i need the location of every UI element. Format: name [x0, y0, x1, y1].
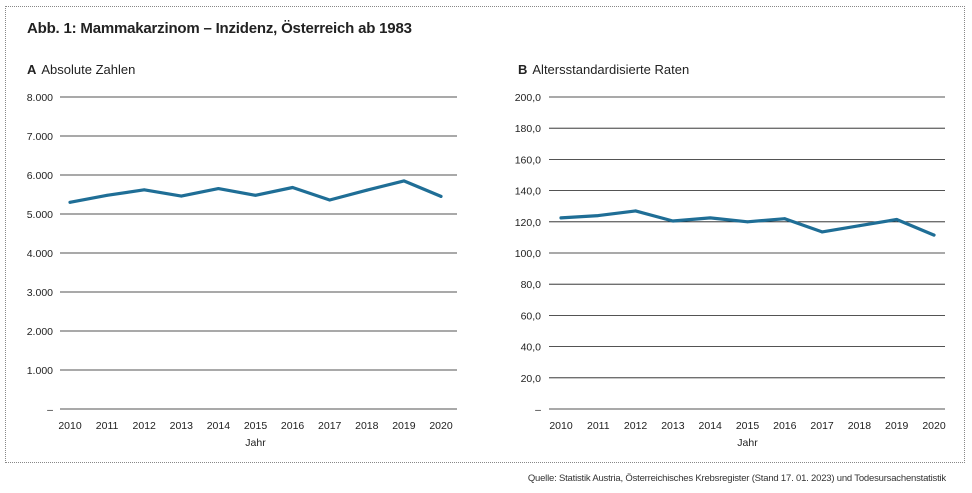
chart-a-xtick-label: 2014	[207, 420, 231, 432]
chart-a-data-point	[328, 198, 332, 202]
chart-a-ytick-label: 5.000	[27, 209, 53, 221]
chart-a-data-point	[105, 193, 109, 197]
chart-a-data-point	[254, 193, 257, 197]
chart-b-ytick-label: 180,0	[515, 123, 541, 135]
panel-a-label: Absolute Zahlen	[41, 62, 136, 77]
chart-a-xtick-label: 2015	[244, 420, 268, 432]
chart-a-data-point	[291, 186, 294, 189]
chart-b-ytick-label: 40,0	[521, 342, 542, 354]
panel-b-label: Altersstandardisierte Raten	[532, 62, 690, 77]
chart-b-ytick-label: 160,0	[515, 154, 541, 166]
chart-b-data-point	[746, 220, 749, 224]
chart-b-xtick-label: 2011	[587, 420, 610, 432]
source-note: Quelle: Statistik Austria, Österreichisc…	[527, 473, 946, 484]
chart-b-data-point	[596, 214, 600, 217]
chart-b-ytick-label: 20,0	[521, 373, 542, 385]
chart-a-ytick-label: 2.000	[27, 326, 53, 338]
chart-a-xtick-label: 2020	[429, 420, 453, 432]
chart-a-data-point	[68, 200, 72, 204]
chart-a-ytick-label: 6.000	[27, 170, 53, 182]
chart-b-ytick-label: 140,0	[515, 186, 541, 198]
chart-b-data-point	[708, 216, 712, 220]
chart-b-data-point	[783, 217, 787, 221]
chart-b-xtick-label: 2016	[773, 420, 797, 432]
chart-b-xaxis-title: Jahr	[737, 437, 758, 449]
chart-a-ytick-label: 4.000	[27, 248, 53, 260]
chart-b-xtick-label: 2015	[736, 420, 760, 432]
chart-b-data-point	[820, 230, 824, 234]
chart-b-ytick-label: –	[535, 404, 541, 416]
chart-a-xaxis-title: Jahr	[245, 437, 266, 449]
chart-b-data-point	[895, 218, 899, 221]
chart-b-ytick-label: 100,0	[515, 248, 541, 260]
chart-b-xtick-label: 2018	[848, 420, 872, 432]
chart-b-xtick-label: 2017	[810, 420, 834, 432]
panel-b-title: B Altersstandardisierte Raten	[518, 62, 689, 77]
chart-b-data-point	[634, 209, 637, 213]
chart-a-ytick-label: –	[47, 404, 53, 416]
chart-b-ytick-label: 200,0	[515, 92, 541, 104]
chart-a-data-point	[179, 194, 183, 198]
chart-a-xtick-label: 2019	[392, 420, 416, 432]
figure-title: Abb. 1: Mammakarzinom – Inzidenz, Österr…	[27, 20, 412, 37]
chart-a-xtick-label: 2013	[170, 420, 194, 432]
chart-a-ytick-label: 8.000	[27, 92, 53, 104]
chart-b-data-point	[671, 219, 675, 223]
chart-a-ytick-label: 3.000	[27, 287, 53, 299]
chart-b-xtick-label: 2020	[922, 420, 946, 432]
panel-a-letter: A	[27, 62, 37, 77]
chart-a-xtick-label: 2017	[318, 420, 342, 432]
chart-a-data-point	[365, 188, 369, 192]
chart-a-data-point	[142, 188, 146, 192]
chart-a-data-point	[402, 179, 406, 183]
chart-b-ytick-label: 60,0	[521, 310, 542, 322]
chart-b-xtick-label: 2012	[624, 420, 648, 432]
chart-a-xtick-label: 2016	[281, 420, 305, 432]
chart-b-xtick-label: 2014	[699, 420, 723, 432]
panel-a-title: A Absolute Zahlen	[27, 62, 135, 77]
chart-b-ytick-label: 80,0	[521, 279, 542, 291]
chart-a-ytick-label: 7.000	[27, 131, 53, 143]
chart-a-xtick-label: 2011	[96, 420, 119, 432]
chart-b-xtick-label: 2013	[661, 420, 685, 432]
chart-a-xtick-label: 2010	[58, 420, 82, 432]
chart-a-data-point	[217, 187, 220, 191]
chart-b-xtick-label: 2019	[885, 420, 909, 432]
chart-b-data-point	[858, 224, 861, 228]
chart-b-data-point	[559, 216, 563, 220]
chart-b-data-point	[932, 233, 936, 237]
figure-frame	[5, 6, 965, 463]
chart-b-xtick-label: 2010	[549, 420, 573, 432]
chart-a-data-point	[439, 195, 443, 198]
panel-b-letter: B	[518, 62, 528, 77]
chart-a-xtick-label: 2018	[355, 420, 379, 432]
chart-b-ytick-label: 120,0	[515, 217, 541, 229]
chart-a-ytick-label: 1.000	[27, 365, 53, 377]
chart-a-xtick-label: 2012	[133, 420, 157, 432]
